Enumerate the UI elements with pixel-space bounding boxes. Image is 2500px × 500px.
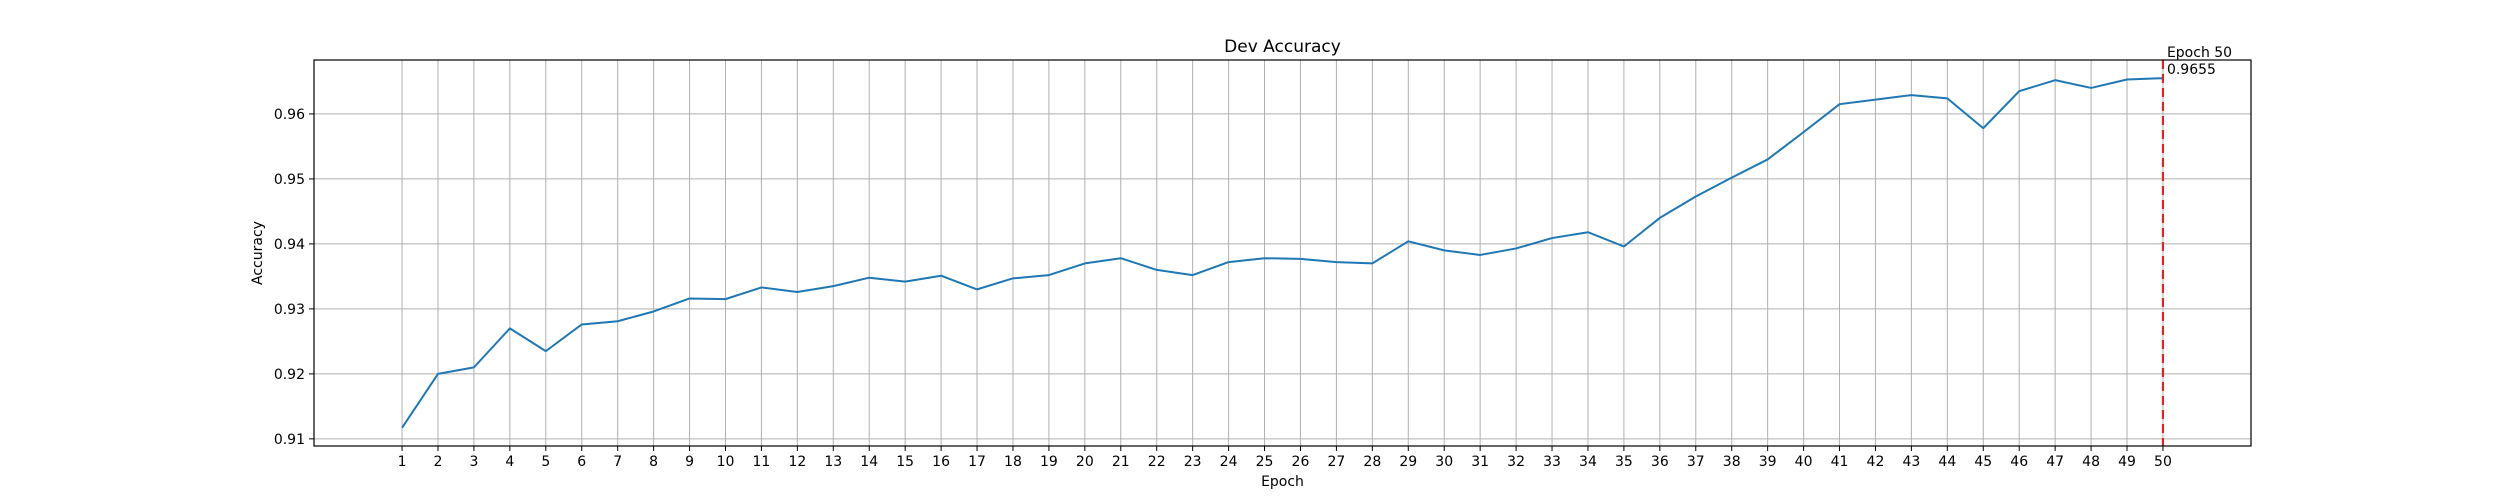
x-tick-label: 14 [860,454,878,470]
x-gridlines [401,60,2164,446]
x-tick-label: 43 [1902,454,1920,470]
x-tick-label: 42 [1867,454,1885,470]
x-tick-label: 7 [613,454,622,470]
x-tick-label: 5 [541,454,550,470]
x-tick-label: 2 [434,454,443,470]
x-tick-label: 1 [398,454,407,470]
x-tick-label: 16 [932,454,950,470]
x-tick-label: 25 [1256,454,1274,470]
x-tick-label: 4 [505,454,514,470]
x-tick-label: 11 [753,454,771,470]
x-tick-label: 26 [1292,454,1310,470]
x-tick-label: 18 [1004,454,1022,470]
x-tick-label: 33 [1543,454,1561,470]
x-tick-label: 35 [1615,454,1633,470]
y-gridlines [314,113,2251,440]
x-tick-label: 39 [1759,454,1777,470]
x-tick-label: 48 [2082,454,2100,470]
x-tick-label: 31 [1471,454,1489,470]
x-tick-label: 12 [788,454,806,470]
x-tick-label: 50 [2154,454,2172,470]
x-tick-label: 15 [896,454,914,470]
annotation-value: 0.9655 [2167,62,2216,78]
x-tick-label: 22 [1148,454,1166,470]
x-tick-label: 23 [1184,454,1202,470]
x-tick-label: 24 [1220,454,1238,470]
x-tick-label: 21 [1112,454,1130,470]
x-tick-label: 8 [649,454,658,470]
y-tick-label: 0.96 [274,107,305,123]
x-tick-label: 47 [2046,454,2064,470]
x-tick-label: 20 [1076,454,1094,470]
x-tick-label: 9 [685,454,694,470]
x-tick-label: 34 [1579,454,1597,470]
x-tick-label: 44 [1938,454,1956,470]
chart-title: Dev Accuracy [1224,37,1341,57]
y-tick-label: 0.92 [274,367,305,383]
x-tick-label: 40 [1795,454,1813,470]
x-axis-label: Epoch [1261,474,1304,490]
y-ticks: 0.91 0.92 0.93 0.94 0.95 0.96 [274,107,314,448]
x-tick-label: 29 [1399,454,1417,470]
x-tick-label: 30 [1435,454,1453,470]
x-tick-label: 32 [1507,454,1525,470]
y-tick-label: 0.94 [274,237,305,253]
x-tick-label: 13 [824,454,842,470]
x-tick-label: 19 [1040,454,1058,470]
x-tick-label: 45 [1974,454,1992,470]
annotation-epoch: Epoch 50 [2167,45,2232,61]
x-tick-label: 37 [1687,454,1705,470]
x-tick-label: 3 [469,454,478,470]
y-tick-label: 0.93 [274,302,305,318]
x-tick-label: 49 [2118,454,2136,470]
y-tick-label: 0.95 [274,172,305,188]
x-tick-label: 41 [1831,454,1849,470]
y-tick-label: 0.91 [274,432,305,448]
x-tick-label: 10 [717,454,735,470]
x-tick-label: 6 [577,454,586,470]
series-layer [401,77,2163,429]
x-tick-label: 36 [1651,454,1669,470]
plot-frame [313,59,2252,447]
y-axis-label: Accuracy [250,221,266,285]
x-tick-label: 17 [968,454,986,470]
x-tick-label: 27 [1327,454,1345,470]
x-ticks: 1 2 3 4 5 6 7 8 9 10 11 12 13 14 15 16 17 18 19 20 21 22 23 24 2… [398,446,2172,470]
x-tick-label: 28 [1363,454,1381,470]
x-tick-label: 38 [1723,454,1741,470]
series-line [401,77,2163,429]
x-tick-label: 46 [2010,454,2028,470]
